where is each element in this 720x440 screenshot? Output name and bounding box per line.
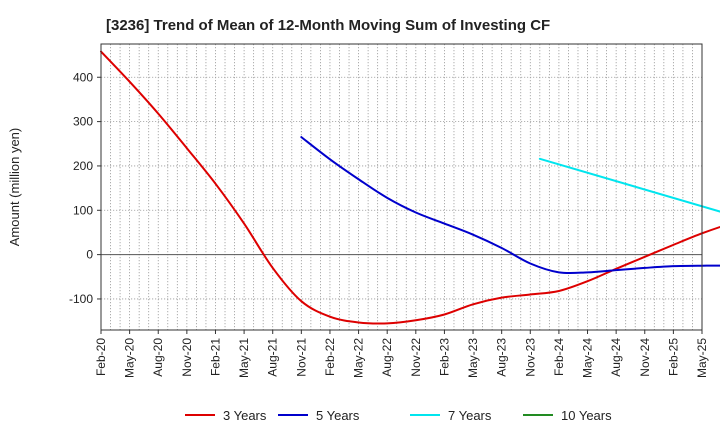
x-tick-label: Aug-21: [266, 338, 280, 377]
x-tick-label: Nov-24: [638, 338, 652, 377]
x-tick-label: May-20: [123, 338, 137, 378]
y-tick-label: 200: [73, 159, 93, 173]
y-axis-title: Amount (million yen): [7, 128, 22, 247]
x-tick-label: Nov-22: [409, 338, 423, 377]
x-tick-label: Aug-24: [609, 338, 623, 377]
legend: 3 Years 5 Years 7 Years 10 Years: [185, 408, 612, 423]
plot-area: [101, 44, 702, 330]
x-tick-label: Feb-21: [208, 338, 222, 376]
x-tick-label: May-25: [695, 338, 709, 378]
x-tick-label: Feb-22: [323, 338, 337, 376]
legend-label: 10 Years: [561, 408, 612, 423]
series-line-3-years: [100, 50, 720, 325]
y-tick-label: 0: [86, 248, 93, 262]
x-tick-label: Feb-23: [437, 338, 451, 376]
x-tick-label: Feb-25: [666, 338, 680, 376]
plot-frame: [100, 43, 703, 331]
y-tick-label: 100: [73, 203, 93, 217]
legend-label: 7 Years: [448, 408, 492, 423]
x-tick-label: Nov-20: [180, 338, 194, 377]
x-tick-label: Nov-21: [294, 338, 308, 377]
y-tick-label: -100: [69, 292, 93, 306]
x-tick-label: May-22: [352, 338, 366, 378]
y-tick-label: 400: [73, 70, 93, 84]
x-tick-label: May-21: [237, 338, 251, 378]
plot-background: [101, 44, 702, 330]
x-tick-label: Feb-20: [94, 338, 108, 376]
x-tick-label: Aug-23: [495, 338, 509, 377]
series-line-5-years: [300, 136, 720, 275]
axes: -100 0 100 200 300 400 Feb-20 May-20 Aug-20 Nov-2…: [69, 43, 709, 378]
legend-label: 3 Years: [223, 408, 267, 423]
series-line-7-years: [538, 157, 720, 213]
y-tick-label: 300: [73, 115, 93, 129]
x-tick-label: Nov-23: [523, 338, 537, 377]
legend-label: 5 Years: [316, 408, 360, 423]
x-tick-label: Aug-20: [151, 338, 165, 377]
x-tick-label: May-23: [466, 338, 480, 378]
series-lines: [100, 50, 720, 325]
x-tick-label: May-24: [581, 338, 595, 378]
chart-title: [3236] Trend of Mean of 12-Month Moving …: [106, 17, 550, 34]
x-tick-label: Feb-24: [552, 338, 566, 376]
x-tick-label: Aug-22: [380, 338, 394, 377]
